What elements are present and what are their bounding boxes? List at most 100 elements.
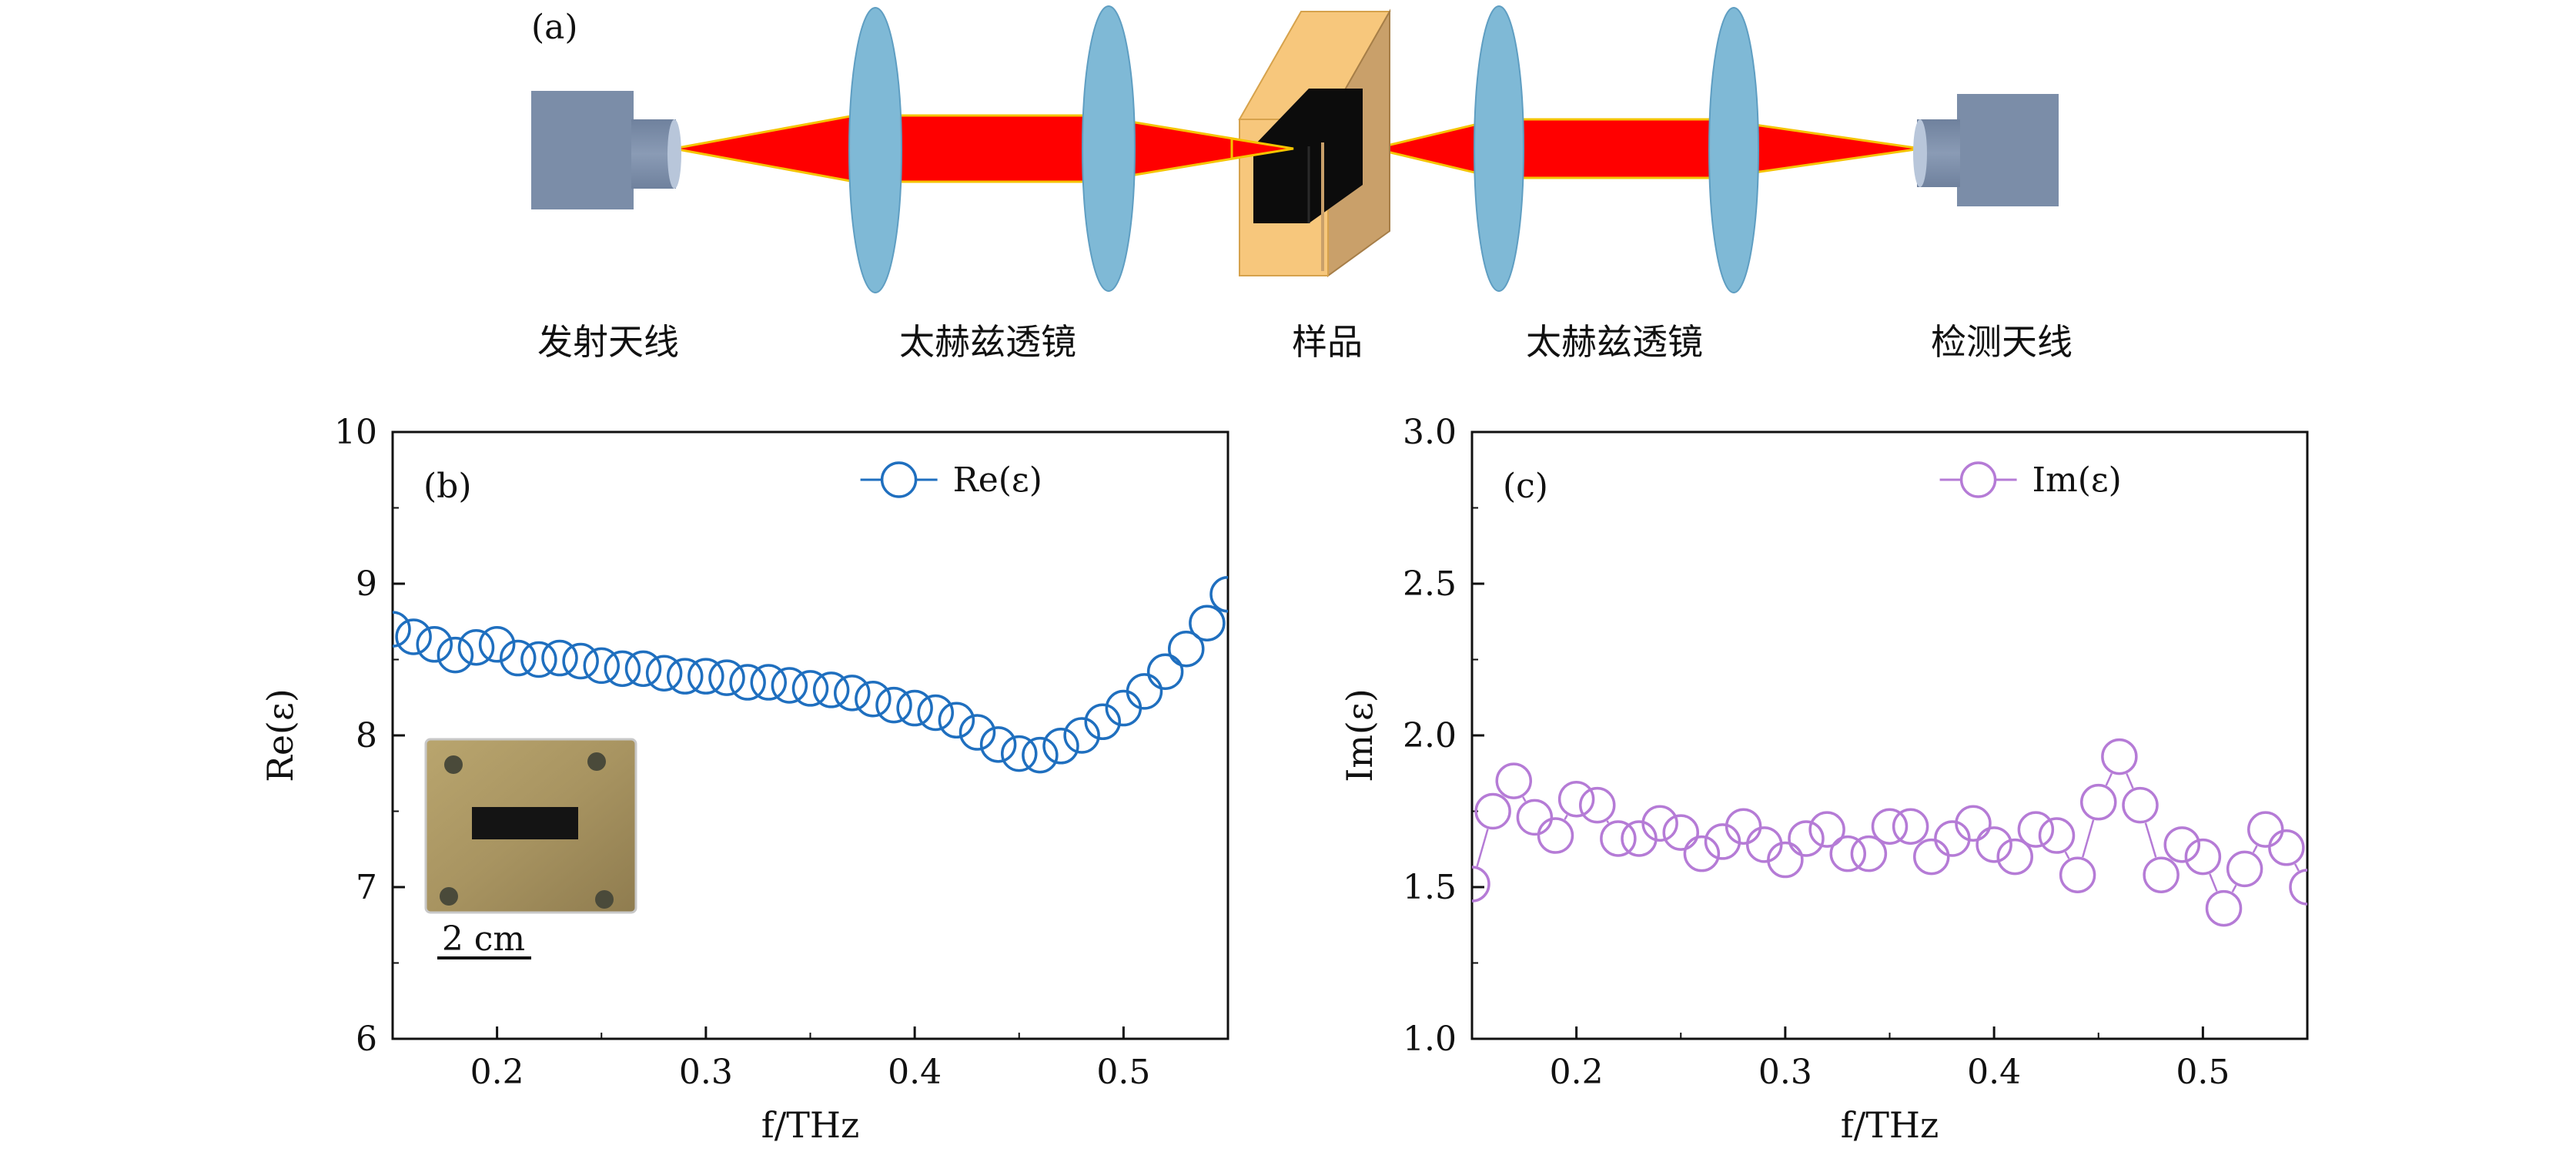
x-tick-label: 0.5 — [2176, 1053, 2230, 1092]
x-tick-label: 0.3 — [679, 1053, 733, 1092]
y-tick-label: 2.5 — [1403, 564, 1457, 604]
data-point — [1537, 817, 1574, 854]
data-point — [1146, 653, 1184, 691]
data-point — [1662, 814, 1699, 851]
data-point — [604, 650, 641, 688]
im-epsilon-chart: 0.2 0.3 0.4 0.5 1.0 1.5 2.0 2.5 3.0 f/THz Im(ε) (c)… — [1339, 413, 2309, 1146]
data-point — [395, 618, 432, 655]
legend-label: Re(ε) — [953, 460, 1042, 500]
data-point — [1829, 835, 1866, 872]
data-point — [979, 726, 1017, 763]
data-point — [750, 664, 787, 701]
emitter-antenna-label: 发射天线 — [537, 321, 679, 363]
thz-lens-label-1: 太赫兹透镜 — [899, 321, 1076, 363]
series-connector — [2126, 773, 2134, 789]
re-epsilon-chart: 2 cm 0.2 0.3 0.4 0.5 6 7 8 9 10 f/THz Re(ε) (b) Re(ε… — [259, 413, 1229, 1146]
x-tick-label: 0.4 — [1967, 1053, 2021, 1092]
data-point — [2205, 889, 2243, 927]
data-point — [667, 658, 704, 695]
legend-label: Im(ε) — [2032, 460, 2122, 500]
waveguide-photo-inset: 2 cm — [424, 738, 637, 959]
series-markers — [1472, 738, 2307, 927]
data-point — [624, 650, 662, 688]
y-tick-label: 8 — [356, 716, 377, 755]
series-connector — [2294, 863, 2300, 872]
data-point — [1557, 780, 1595, 818]
y-tick-label: 3.0 — [1403, 413, 1457, 452]
data-point — [1683, 835, 1721, 872]
beam-segment-1 — [672, 114, 856, 183]
series-connector — [2231, 884, 2237, 892]
data-point — [1808, 811, 1845, 848]
data-point — [541, 639, 578, 677]
series-connector — [2105, 772, 2113, 786]
y-tick-label: 1.5 — [1403, 868, 1457, 907]
data-point — [1975, 826, 2012, 863]
data-point — [1063, 717, 1100, 754]
series-connector — [1564, 814, 1568, 820]
data-point — [834, 675, 871, 712]
data-point — [917, 694, 954, 732]
series-connector — [2144, 822, 2157, 858]
data-point — [1892, 808, 1929, 845]
y-axis-label: Re(ε) — [259, 688, 301, 782]
series-connector — [1522, 796, 1527, 802]
data-point — [875, 686, 912, 724]
thz-lens-1 — [848, 7, 902, 293]
y-tick-label: 1.0 — [1403, 1020, 1457, 1059]
sample-label: 样品 — [1292, 321, 1363, 363]
data-point — [1871, 808, 1909, 845]
data-point — [771, 667, 808, 704]
data-point — [1001, 735, 1038, 772]
data-point — [2038, 817, 2076, 854]
data-point — [1495, 762, 1532, 799]
data-point — [1516, 799, 1554, 836]
data-point — [2289, 869, 2307, 906]
data-point — [393, 611, 411, 648]
x-axis-label: f/THz — [1841, 1104, 1939, 1146]
series-connector — [2064, 851, 2070, 859]
thz-lens-4 — [1708, 7, 1759, 293]
panel-label: (c) — [1503, 467, 1548, 506]
data-point — [1168, 630, 1205, 668]
data-point — [1788, 820, 1825, 857]
series-connector — [2082, 819, 2095, 858]
series-markers — [393, 576, 1228, 774]
data-point — [2163, 826, 2200, 863]
data-point — [1042, 728, 1079, 765]
data-point — [1022, 736, 1059, 774]
data-point — [958, 714, 996, 751]
data-point — [520, 641, 557, 678]
panel-a-label: (a) — [531, 8, 578, 47]
y-tick-label: 7 — [356, 868, 377, 907]
data-point — [2080, 783, 2117, 821]
data-point — [1955, 805, 1992, 842]
data-point — [1084, 703, 1121, 741]
data-point — [1209, 576, 1228, 613]
data-point — [457, 628, 495, 666]
data-point — [708, 659, 745, 696]
detector-antenna-label: 检测天线 — [1931, 321, 2073, 363]
y-tick-label: 6 — [356, 1020, 377, 1059]
y-tick-label: 10 — [334, 413, 377, 452]
data-point — [1850, 835, 1888, 872]
data-point — [687, 658, 724, 695]
plot-frame — [1470, 430, 2309, 1040]
data-point — [562, 642, 599, 680]
data-point — [416, 626, 453, 663]
beam-segment-5 — [1497, 119, 1717, 178]
data-point — [2143, 856, 2180, 893]
data-point — [2268, 829, 2305, 866]
thz-lens-2 — [1082, 5, 1136, 292]
data-point — [1913, 838, 1950, 876]
data-point — [2247, 811, 2284, 848]
scale-bar-label: 2 cm — [442, 919, 525, 959]
data-point — [812, 671, 850, 708]
y-axis-label: Im(ε) — [1339, 688, 1380, 782]
series-connector — [1606, 820, 1610, 824]
data-point — [2101, 738, 2138, 775]
data-point — [1600, 820, 1637, 857]
data-point — [2184, 838, 2222, 876]
panel-label: (b) — [423, 467, 472, 506]
